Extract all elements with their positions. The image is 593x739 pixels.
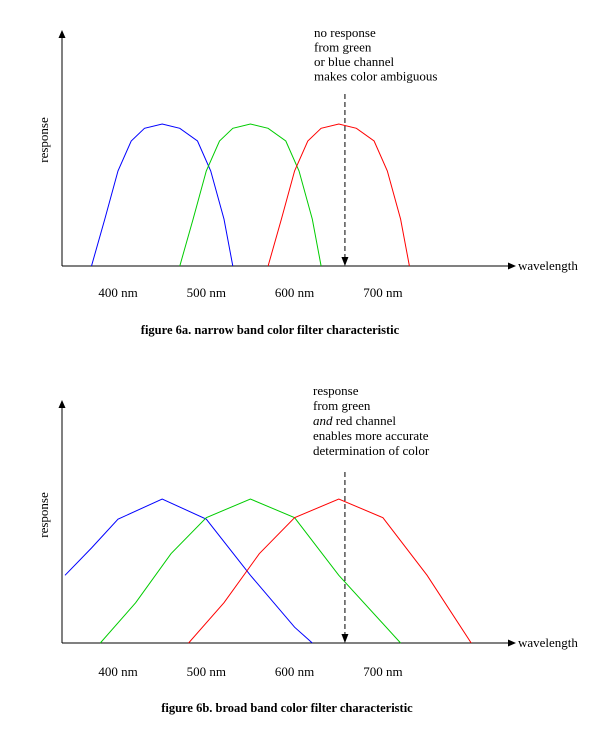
series-line	[91, 123, 234, 267]
annotation-text: determination of color	[313, 443, 430, 458]
annotation-text: makes color ambiguous	[314, 69, 437, 84]
x-tick-label: 600 nm	[275, 285, 314, 300]
x-axis-arrowhead	[508, 639, 516, 647]
figure-caption: figure 6b. broad band color filter chara…	[161, 701, 413, 715]
figure-caption: figure 6a. narrow band color filter char…	[141, 323, 400, 337]
series-line	[179, 123, 322, 267]
series-line	[99, 498, 401, 644]
annotation-text: enables more accurate	[313, 428, 429, 443]
x-tick-label: 400 nm	[98, 664, 137, 679]
x-tick-label: 700 nm	[363, 285, 402, 300]
x-tick-label: 500 nm	[187, 285, 226, 300]
y-axis-arrowhead	[58, 30, 66, 38]
series-line	[188, 498, 472, 644]
x-tick-label: 500 nm	[187, 664, 226, 679]
series-line	[267, 123, 410, 267]
figure-6a-panel: response wavelength 400 nm 500 nm 600 nm 700 …	[36, 25, 578, 337]
x-tick-label: 700 nm	[363, 664, 402, 679]
annotation-text: no response	[314, 25, 376, 40]
annotation-text: from green	[313, 398, 371, 413]
x-axis-arrowhead	[508, 262, 516, 270]
annotation-text: or blue channel	[314, 54, 395, 69]
annotation-text: from green	[314, 40, 372, 55]
y-axis-label: response	[36, 117, 51, 163]
y-axis-label: response	[36, 492, 51, 538]
x-tick-label: 400 nm	[98, 285, 137, 300]
x-axis-label: wavelength	[518, 635, 578, 650]
y-axis-arrowhead	[58, 400, 66, 408]
figure-6b-panel: response wavelength 400 nm 500 nm 600 nm 700 …	[36, 383, 578, 715]
annotation-text: and red channel	[313, 413, 396, 428]
annotation-arrowhead	[341, 634, 349, 643]
series-line	[64, 498, 313, 644]
x-axis-label: wavelength	[518, 258, 578, 273]
x-tick-label: 600 nm	[275, 664, 314, 679]
annotation-text: response	[313, 383, 359, 398]
annotation-arrowhead	[341, 257, 349, 266]
